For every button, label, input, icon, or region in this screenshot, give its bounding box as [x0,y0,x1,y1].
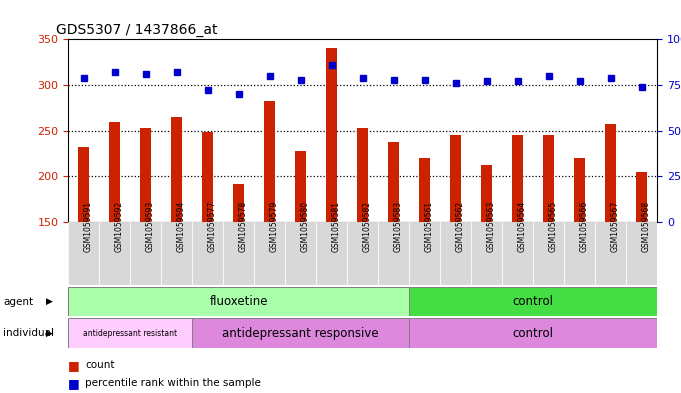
Bar [140,128,151,222]
Bar [285,222,316,285]
Text: antidepressant responsive: antidepressant responsive [222,327,379,340]
Bar [481,165,492,222]
Bar [502,222,533,285]
Bar [254,222,285,285]
Text: ■: ■ [68,376,80,390]
Bar [326,48,337,222]
Text: GSM1059565: GSM1059565 [549,201,558,252]
Bar [192,222,223,285]
Bar [192,318,409,348]
Bar [161,222,192,285]
Bar [419,158,430,222]
Bar [68,318,192,348]
Text: GSM1059568: GSM1059568 [642,201,650,252]
Text: GSM1059561: GSM1059561 [425,201,434,252]
Text: control: control [513,327,554,340]
Text: GSM1059592: GSM1059592 [114,201,124,252]
Bar [564,222,595,285]
Bar [626,222,657,285]
Bar [358,128,368,222]
Bar [543,135,554,222]
Bar [99,222,130,285]
Bar [378,222,409,285]
Text: count: count [85,360,114,371]
Text: antidepressant resistant: antidepressant resistant [83,329,177,338]
Bar [471,222,502,285]
Bar [595,222,626,285]
Bar [109,121,120,222]
Bar [68,287,409,316]
Text: GSM1059579: GSM1059579 [270,201,279,252]
Text: GSM1059580: GSM1059580 [300,201,310,252]
Text: GSM1059564: GSM1059564 [518,201,526,252]
Text: GSM1059567: GSM1059567 [611,201,620,252]
Text: percentile rank within the sample: percentile rank within the sample [85,378,261,388]
Text: GSM1059563: GSM1059563 [487,201,496,252]
Bar [223,222,254,285]
Bar [450,135,461,222]
Bar [347,222,378,285]
Bar [316,222,347,285]
Bar [171,117,182,222]
Text: GDS5307 / 1437866_at: GDS5307 / 1437866_at [57,23,218,37]
Text: individual: individual [3,328,54,338]
Text: GSM1059581: GSM1059581 [332,201,340,252]
Text: GSM1059593: GSM1059593 [146,201,155,252]
Bar [533,222,564,285]
Bar [130,222,161,285]
Bar [409,287,657,316]
Text: GSM1059577: GSM1059577 [208,201,217,252]
Bar [233,184,244,222]
Bar [202,132,213,222]
Bar [264,101,275,222]
Text: GSM1059583: GSM1059583 [394,201,402,252]
Bar [78,147,89,222]
Bar [295,151,306,222]
Bar [605,124,616,222]
Text: GSM1059562: GSM1059562 [456,201,464,252]
Text: ▶: ▶ [46,298,52,306]
Text: control: control [513,295,554,308]
Bar [68,222,99,285]
Text: fluoxetine: fluoxetine [209,295,268,308]
Bar [574,158,585,222]
Text: ■: ■ [68,359,80,372]
Bar [409,222,440,285]
Text: agent: agent [3,297,33,307]
Text: GSM1059566: GSM1059566 [580,201,588,252]
Text: GSM1059582: GSM1059582 [362,201,372,252]
Bar [388,141,399,222]
Text: GSM1059578: GSM1059578 [238,201,248,252]
Bar [512,135,523,222]
Bar [409,318,657,348]
Bar [636,172,647,222]
Bar [440,222,471,285]
Text: GSM1059594: GSM1059594 [176,201,186,252]
Text: GSM1059591: GSM1059591 [84,201,93,252]
Text: ▶: ▶ [46,329,52,338]
